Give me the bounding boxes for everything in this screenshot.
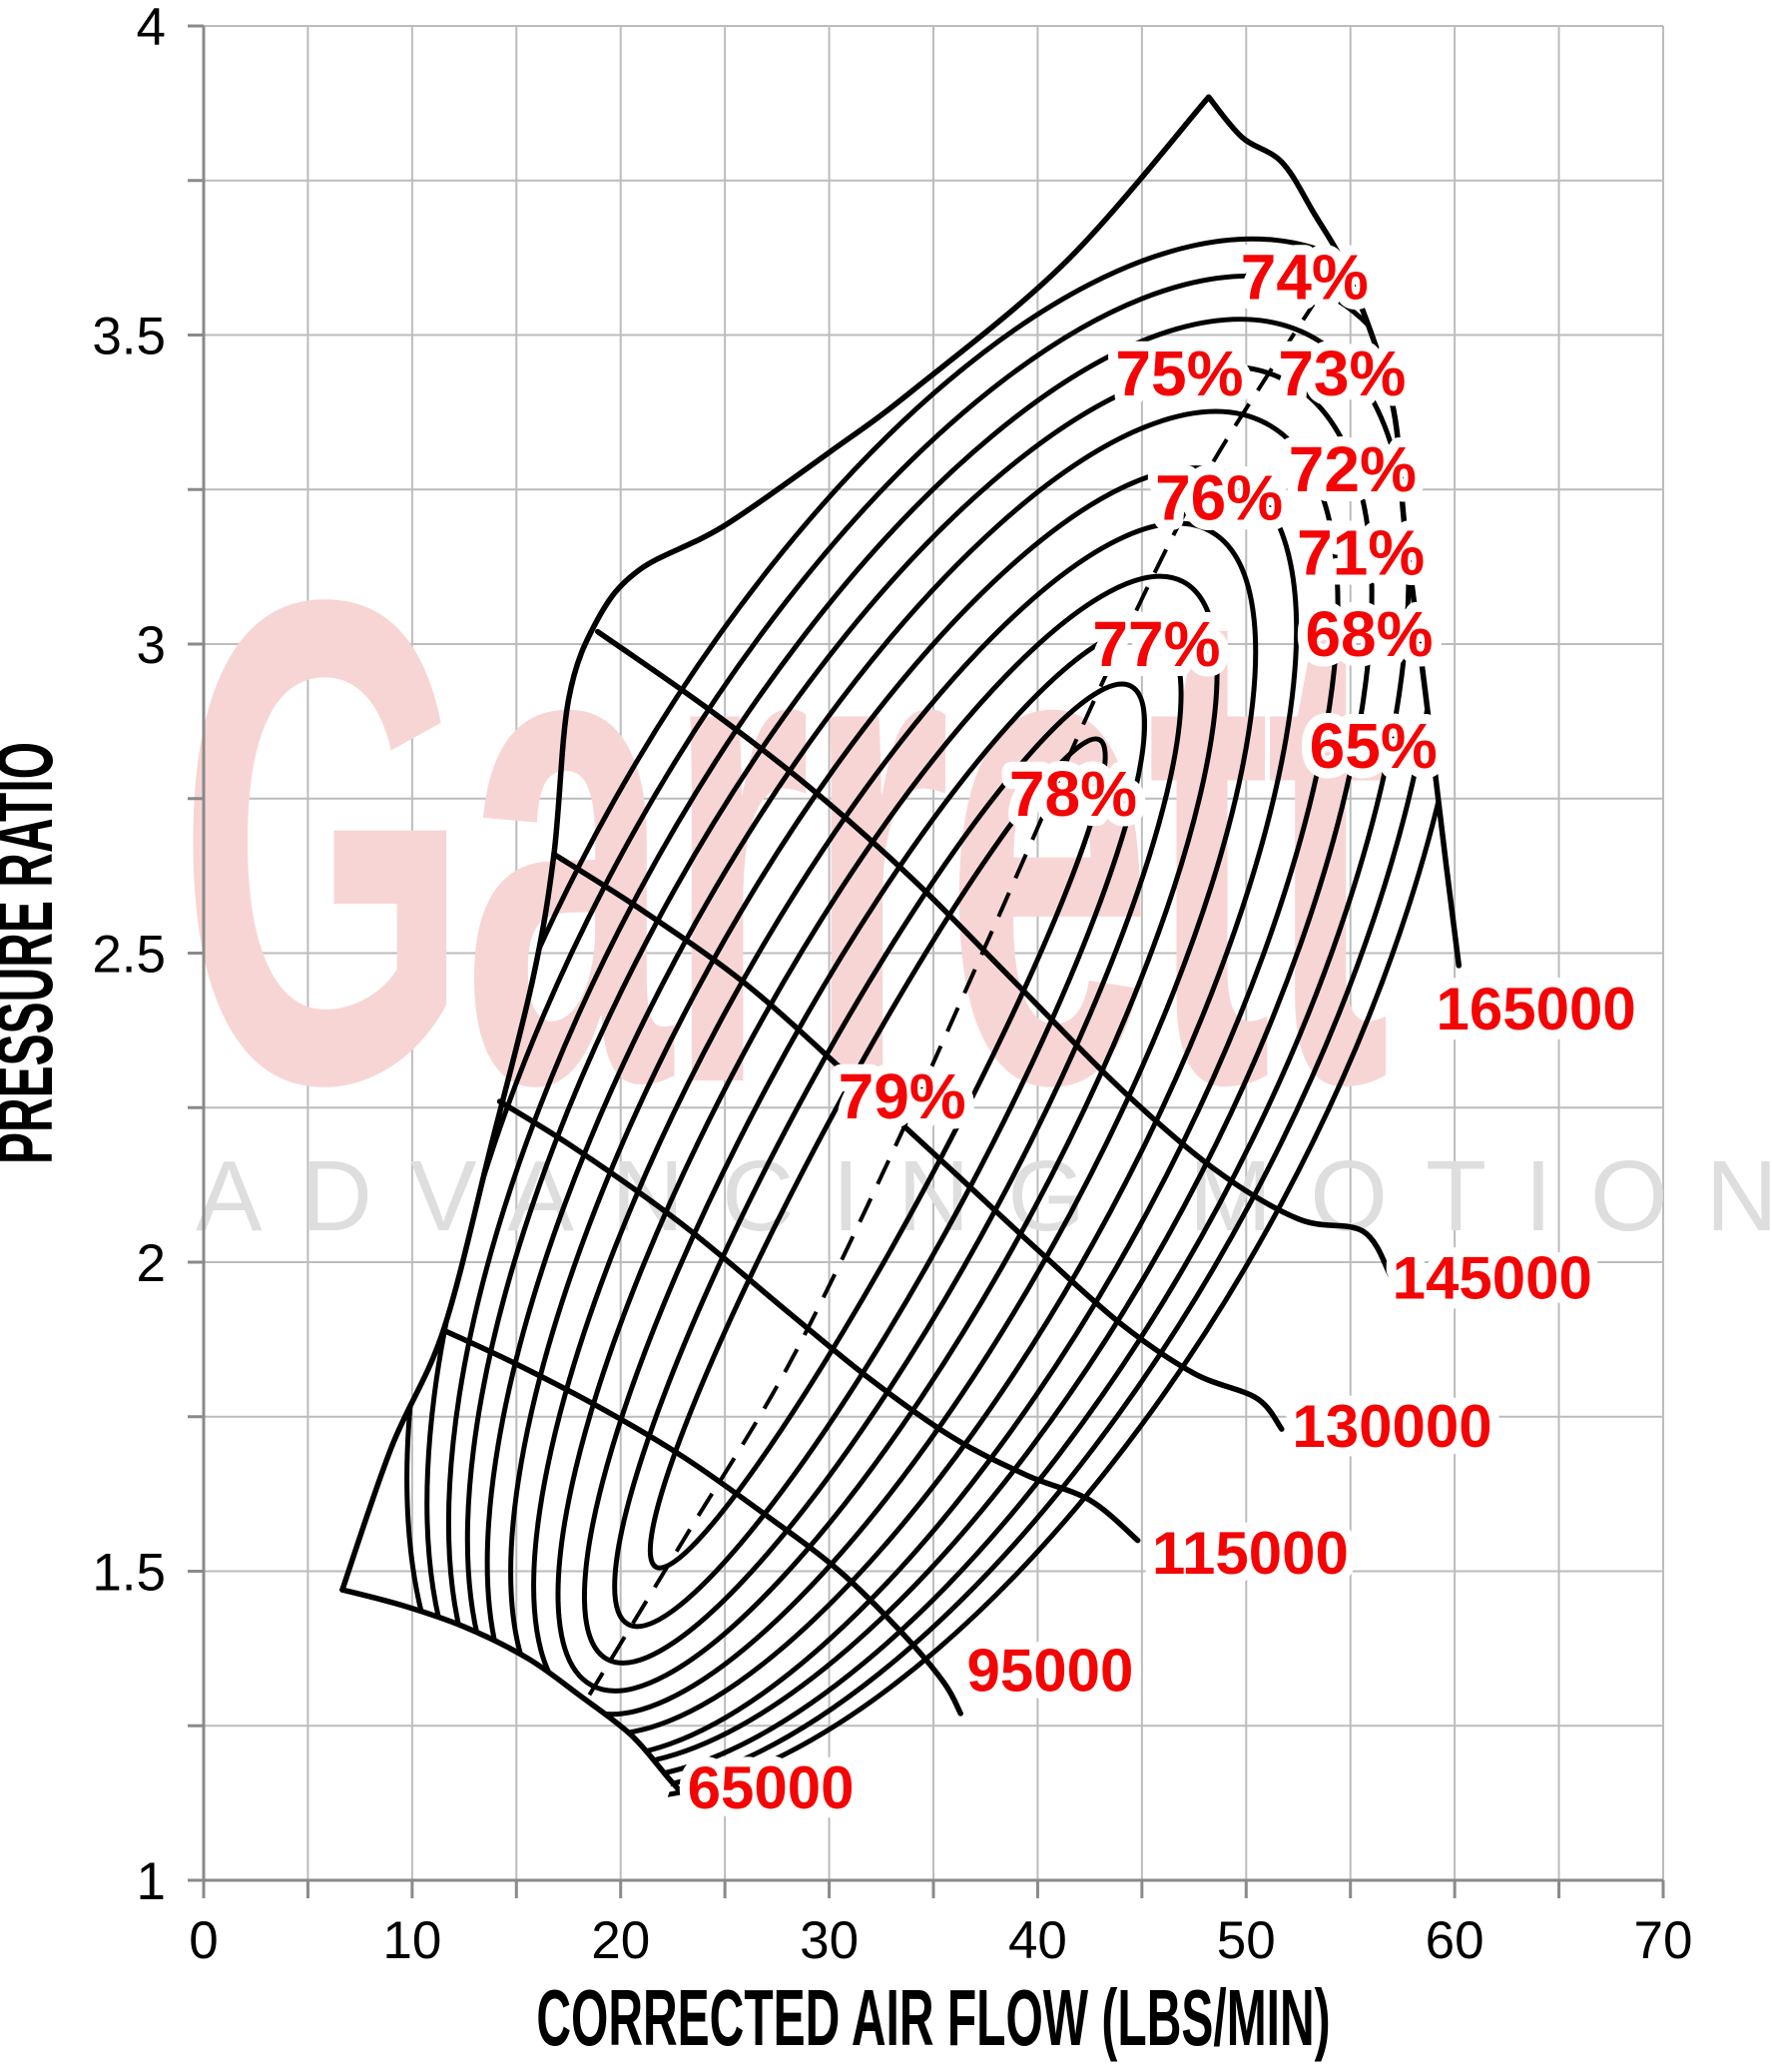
y-tick-label-2.5: 2.5 [92, 926, 166, 985]
speed-line-115000 [496, 1098, 1141, 1544]
speed-line-145000 [594, 628, 1394, 1278]
x-tick-label-20: 20 [591, 1911, 650, 1970]
speed-line-165000 [1205, 94, 1463, 969]
y-tick-label-3: 3 [137, 616, 166, 675]
efficiency-label-76: 76% [1155, 461, 1283, 533]
efficiency-label-65: 65% [1310, 710, 1438, 782]
efficiency-label-77: 77% [1092, 608, 1220, 680]
efficiency-label-68: 68% [1305, 598, 1433, 670]
efficiency-contour-78 [612, 681, 1148, 1630]
speed-label-165000: 165000 [1436, 976, 1635, 1042]
efficiency-label-72: 72% [1289, 433, 1417, 505]
surge-line [339, 94, 1212, 1593]
speed-line-130000 [551, 851, 1285, 1432]
efficiency-label-78: 78% [1009, 758, 1137, 830]
efficiency-contour-77 [581, 625, 1184, 1666]
speed-label-145000: 145000 [1393, 1244, 1592, 1311]
efficiency-label-75: 75% [1115, 338, 1243, 409]
efficiency-label-79: 79% [839, 1060, 966, 1132]
x-tick-label-10: 10 [382, 1911, 441, 1970]
x-axis-title: CORRECTED AIR FLOW (LBS/MIN) [536, 1972, 1330, 2062]
x-tick-label-50: 50 [1217, 1911, 1276, 1970]
speed-lines [339, 94, 1463, 1809]
y-tick-label-3.5: 3.5 [92, 308, 166, 366]
y-axis-title: PRESSURE RATIO [0, 742, 69, 1164]
efficiency-contour-79 [647, 736, 1108, 1571]
x-tick-label-70: 70 [1634, 1911, 1693, 1970]
map-labels: 65% 68% 71% 72% 73% 74% 75% 76% 77% 78% 79% 65000 95… [678, 231, 1646, 1831]
best-efficiency-dashed-line [587, 260, 1345, 1697]
axes: 0 10 20 30 40 50 60 70 1 1.5 2 2.5 3 3.5 4 CORRECTED AI… [0, 0, 1692, 2062]
speed-line-65000 [339, 1587, 697, 1809]
speed-label-65000: 65000 [688, 1754, 855, 1821]
y-tick-label-4: 4 [137, 0, 166, 57]
efficiency-contour-76 [555, 573, 1220, 1694]
y-tick-label-1.5: 1.5 [92, 1544, 166, 1603]
x-tick-label-60: 60 [1426, 1911, 1484, 1970]
speed-label-115000: 115000 [1152, 1520, 1349, 1587]
speed-label-130000: 130000 [1292, 1393, 1491, 1460]
x-tick-label-40: 40 [1008, 1911, 1067, 1970]
y-tick-label-1: 1 [137, 1852, 166, 1911]
speed-label-95000: 95000 [967, 1638, 1134, 1705]
efficiency-label-71: 71% [1297, 516, 1425, 588]
x-tick-label-0: 0 [189, 1911, 218, 1970]
efficiency-label-74: 74% [1241, 241, 1369, 313]
x-tick-label-30: 30 [800, 1911, 859, 1970]
y-tick-label-2: 2 [137, 1234, 166, 1293]
speed-line-95000 [440, 1327, 963, 1717]
efficiency-label-73: 73% [1278, 338, 1406, 409]
grid [203, 25, 1664, 1881]
